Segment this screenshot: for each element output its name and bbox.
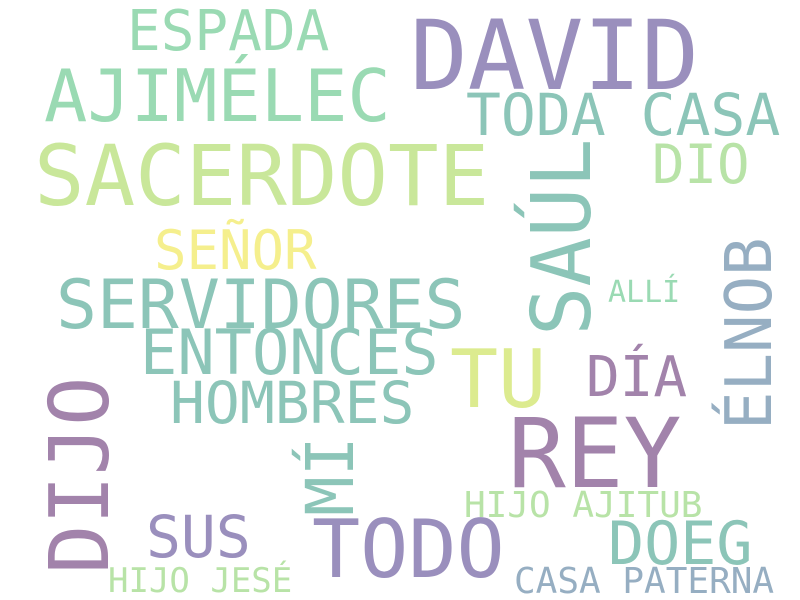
word-saul: SAÚL <box>515 138 610 336</box>
word-doeg: DOEG <box>608 509 753 579</box>
word-espada: ESPADA <box>127 0 330 64</box>
word-david: DAVID <box>410 0 699 112</box>
word-elnob: ÉLNOB <box>713 237 787 430</box>
word-rey: REY <box>508 398 682 510</box>
word-dijo: DIJO <box>33 376 128 574</box>
word-entonces: ENTONCES <box>140 316 439 389</box>
word-hombres: HOMBRES <box>170 369 415 437</box>
word-dia: DÍA <box>586 345 688 410</box>
word-casa-paterna: CASA PATERNA <box>514 561 775 600</box>
word-senor: SEÑOR <box>154 219 317 282</box>
word-alli: ALLÍ <box>608 275 681 310</box>
word-tu: TU <box>450 333 547 426</box>
word-dio: DIO <box>652 133 750 196</box>
word-todo: TODO <box>312 503 505 596</box>
word-sus: SUS <box>146 503 251 571</box>
word-servidores: SERVIDORES <box>56 266 466 345</box>
word-hijo-jese: HIJO JESÉ <box>108 561 293 600</box>
word-toda-casa: TODA CASA <box>466 81 781 149</box>
word-sacerdote: SACERDOTE <box>34 127 490 225</box>
word-ajimelec: AJIMÉLEC <box>44 54 391 138</box>
word-hijo-ajitub: HIJO AJITUB <box>464 485 703 526</box>
